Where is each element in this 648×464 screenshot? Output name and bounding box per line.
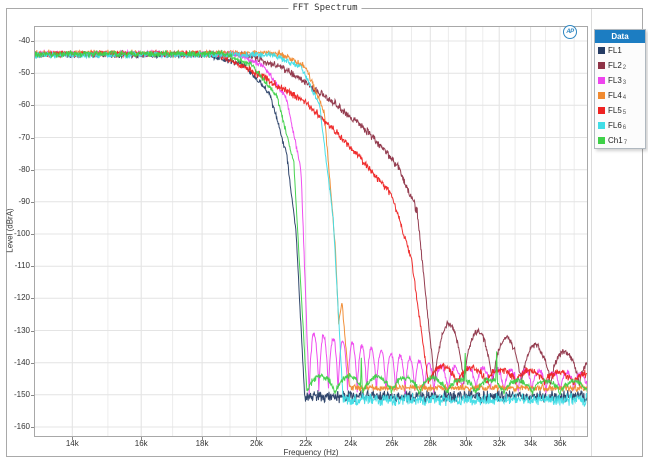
y-tick-mark xyxy=(31,169,34,171)
trace-Ch1 xyxy=(34,49,588,396)
x-tick-label: 26k xyxy=(385,439,399,448)
x-tick-mark xyxy=(350,437,352,440)
x-tick-mark xyxy=(202,437,204,440)
legend-item-fl2[interactable]: FL2 2 xyxy=(595,58,645,73)
legend-label: FL5 xyxy=(608,106,622,115)
y-tick-mark xyxy=(31,201,34,203)
x-tick-label: 34k xyxy=(524,439,537,448)
x-tick-label: 24k xyxy=(344,439,358,448)
legend-channel-subscript: 5 xyxy=(622,109,627,116)
y-tick-label: -140 xyxy=(13,357,30,367)
y-tick-mark xyxy=(31,234,34,235)
legend-channel-subscript: 7 xyxy=(623,139,628,146)
x-tick-label: 30k xyxy=(459,439,473,448)
x-tick-label: 18k xyxy=(195,439,209,448)
y-tick-mark xyxy=(31,298,34,300)
legend-item-fl6[interactable]: FL6 6 xyxy=(595,118,645,133)
x-tick-mark xyxy=(560,437,562,440)
legend-header: Data xyxy=(595,30,645,43)
y-tick-label: -80 xyxy=(18,164,30,174)
y-tick-label: -40 xyxy=(18,36,30,45)
data-legend: Data FL1 FL2 2 FL3 3 FL4 4 FL5 5 FL6 6 Ch1 7 xyxy=(594,29,646,149)
x-tick-label: 28k xyxy=(423,439,437,448)
legend-label: FL2 xyxy=(608,61,622,70)
x-tick-label: 22k xyxy=(299,439,313,448)
legend-swatch-icon xyxy=(598,47,605,54)
legend-item-ch1[interactable]: Ch1 7 xyxy=(595,133,645,148)
legend-channel-subscript: 3 xyxy=(622,79,627,86)
trace-FL5 xyxy=(34,49,588,386)
trace-FL2 xyxy=(34,49,588,386)
y-tick-mark xyxy=(31,137,34,139)
x-tick-mark xyxy=(530,437,532,440)
trace-FL1 xyxy=(34,50,588,404)
legend-label: FL4 xyxy=(608,91,622,100)
legend-channel-subscript: 6 xyxy=(622,124,627,131)
y-tick-label: -100 xyxy=(13,229,30,238)
legend-swatch-icon xyxy=(598,107,605,114)
x-tick-label: 16k xyxy=(134,439,148,448)
legend-rows: FL1 FL2 2 FL3 3 FL4 4 FL5 5 FL6 6 Ch1 7 xyxy=(595,43,645,148)
x-tick-label: 32k xyxy=(492,439,506,448)
x-tick-mark xyxy=(256,437,258,440)
x-tick-label: 20k xyxy=(250,439,263,448)
legend-label: FL1 xyxy=(608,46,622,55)
legend-item-fl3[interactable]: FL3 3 xyxy=(595,73,645,88)
y-tick-mark xyxy=(31,41,34,42)
y-tick-mark xyxy=(31,73,34,75)
y-tick-mark xyxy=(31,330,34,332)
y-tick-label: -110 xyxy=(14,261,30,271)
y-tick-label: -90 xyxy=(18,196,30,206)
legend-channel-subscript: 2 xyxy=(622,64,627,71)
legend-swatch-icon xyxy=(598,137,605,144)
y-tick-label: -70 xyxy=(18,132,30,142)
legend-swatch-icon xyxy=(598,122,605,129)
legend-item-fl1[interactable]: FL1 xyxy=(595,43,645,58)
fft-spectrum-chart[interactable] xyxy=(34,26,588,437)
x-tick-label: 14k xyxy=(65,439,79,448)
y-tick-label: -50 xyxy=(18,68,30,78)
x-axis-title: Frequency (Hz) xyxy=(283,448,339,457)
x-tick-mark xyxy=(141,437,143,440)
legend-item-fl4[interactable]: FL4 4 xyxy=(595,88,645,103)
y-tick-label: -120 xyxy=(13,293,30,303)
plot-border xyxy=(34,26,588,437)
page-title: FFT Spectrum xyxy=(288,3,362,13)
x-tick-mark xyxy=(430,437,432,440)
legend-label: FL6 xyxy=(608,121,622,130)
trace-FL3 xyxy=(34,48,588,395)
legend-channel-subscript: 4 xyxy=(622,94,627,101)
x-tick-mark xyxy=(305,437,307,440)
x-tick-mark xyxy=(499,437,501,440)
y-tick-mark xyxy=(31,427,34,428)
y-tick-label: -150 xyxy=(13,389,30,399)
y-tick-label: -130 xyxy=(13,325,30,335)
x-tick-mark xyxy=(465,437,467,440)
y-tick-label: -60 xyxy=(18,100,30,110)
legend-swatch-icon xyxy=(598,62,605,69)
legend-swatch-icon xyxy=(598,92,605,99)
legend-panel-divider xyxy=(591,9,592,456)
y-tick-mark xyxy=(31,105,34,107)
legend-label: Ch1 xyxy=(608,136,623,145)
y-tick-mark xyxy=(31,266,34,268)
legend-label: FL3 xyxy=(608,76,622,85)
y-tick-mark xyxy=(31,394,34,396)
y-tick-label: -160 xyxy=(13,422,30,431)
audio-precision-logo: AP xyxy=(563,25,577,39)
legend-swatch-icon xyxy=(598,77,605,84)
legend-item-fl5[interactable]: FL5 5 xyxy=(595,103,645,118)
y-tick-mark xyxy=(31,362,34,364)
x-tick-label: 36k xyxy=(553,439,567,448)
x-tick-mark xyxy=(72,437,74,440)
trace-FL4 xyxy=(34,48,588,394)
x-tick-mark xyxy=(391,437,393,440)
